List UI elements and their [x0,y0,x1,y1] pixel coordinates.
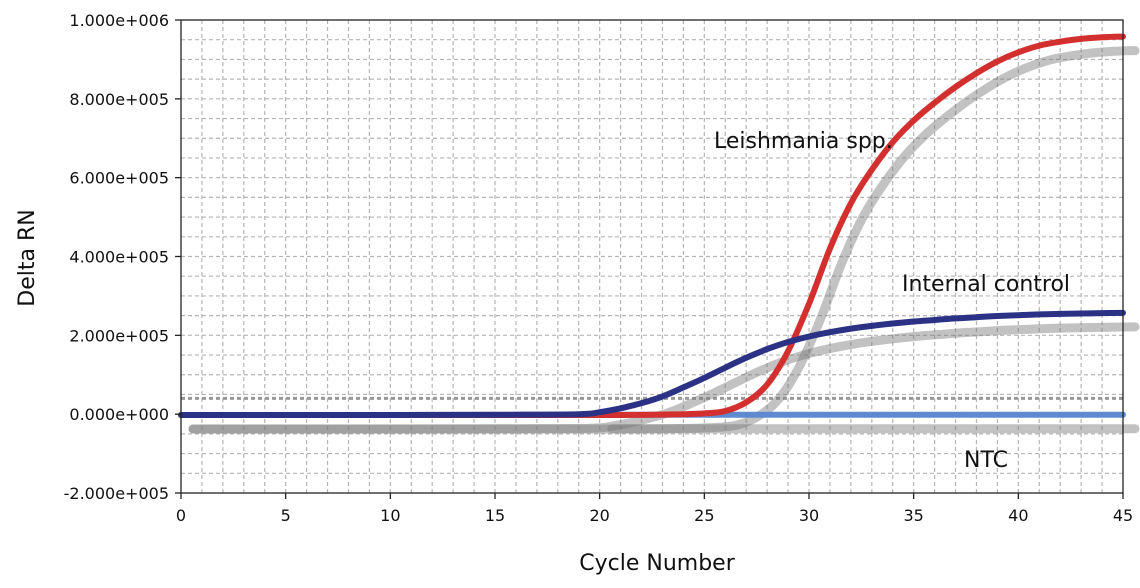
x-tick-label: 20 [589,506,609,525]
x-tick-label: 25 [694,506,714,525]
series-shadow [188,46,1140,434]
series-lines [178,33,1126,419]
y-tick-label: 1.000e+006 [69,11,169,30]
y-tick-label: 4.000e+005 [69,248,169,267]
x-tick-label: 30 [799,506,819,525]
y-tick-label: 2.000e+005 [69,326,169,345]
x-tick-label: 10 [380,506,400,525]
x-tick-label: 15 [485,506,505,525]
series-label-ntc: NTC [964,448,1008,473]
y-tick-labels: -2.000e+005 0.000e+000 2.000e+005 4.000e+00… [64,11,169,503]
x-tick-label: 40 [1008,506,1028,525]
series-label-internal-control: Internal control [902,272,1070,297]
y-tick-label: 8.000e+005 [69,90,169,109]
y-tick-label: -2.000e+005 [64,484,169,503]
x-axis-title: Cycle Number [579,551,735,576]
x-tick-label: 0 [176,506,186,525]
y-tick-label: 0.000e+000 [69,405,169,424]
series-line-internal-control [178,309,1126,418]
x-tick-label: 45 [1113,506,1133,525]
axis-ticks [175,19,1124,499]
series-label-leishmania: Leishmania spp. [714,129,893,154]
x-tick-label: 5 [281,506,291,525]
y-tick-label: 6.000e+005 [69,169,169,188]
x-tick-label: 35 [903,506,923,525]
series-shadows [188,46,1140,434]
series-shadow [188,322,1140,434]
x-tick-labels: 0 5 10 15 20 25 30 35 40 45 [176,506,1133,525]
y-axis-title: Delta RN [15,209,40,306]
